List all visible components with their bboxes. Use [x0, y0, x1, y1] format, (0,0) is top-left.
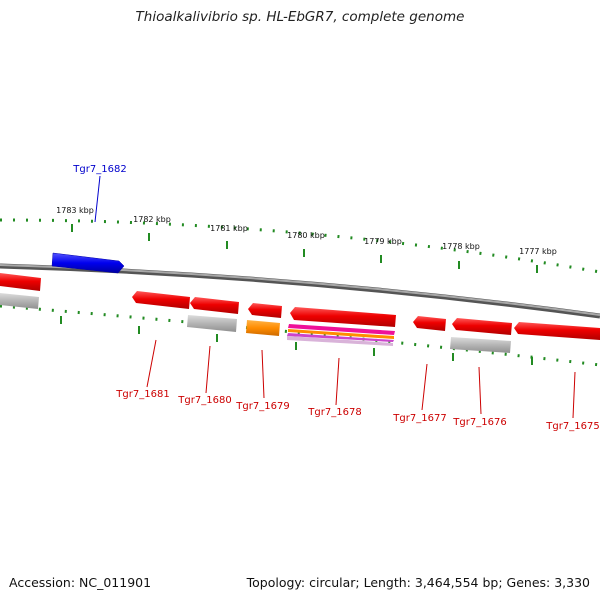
feature-band-pink: [288, 324, 395, 335]
kbp-label: 1783 kbp: [56, 206, 94, 215]
orange-feature-1679: [246, 320, 280, 336]
gene-label-leader: [261, 349, 265, 399]
pseudo-feature-1676: [450, 337, 511, 353]
gene-label-leader: [572, 371, 576, 419]
kbp-label: 1778 kbp: [442, 242, 480, 251]
gene-label-tgr7-1677: Tgr7_1677: [392, 413, 446, 424]
feature-band-orange: [288, 329, 394, 339]
gene-tgr7-1680[interactable]: [190, 297, 239, 314]
gene-label-leader: [146, 339, 157, 388]
gene-label-leader: [205, 345, 211, 394]
feature-band-violet: [287, 333, 394, 342]
pseudo-feature-1680: [187, 315, 237, 332]
gene-label-leader: [421, 363, 428, 411]
pseudo-feature-left: [0, 293, 39, 309]
gene-label-tgr7-1678: Tgr7_1678: [307, 407, 361, 418]
gene-partial-left[interactable]: [0, 273, 41, 291]
gene-tgr7-1678[interactable]: [290, 307, 396, 327]
genome-summary: Topology: circular; Length: 3,464,554 bp…: [246, 575, 590, 590]
gene-label-tgr7-1679: Tgr7_1679: [235, 401, 289, 412]
gene-label-leader: [94, 175, 101, 223]
kbp-label: 1779 kbp: [364, 237, 402, 246]
gene-tgr7-1682[interactable]: [51, 252, 125, 274]
gene-label-tgr7-1675: Tgr7_1675: [545, 421, 599, 432]
gene-tgr7-1675[interactable]: [514, 322, 600, 340]
kbp-label: 1782 kbp: [133, 215, 171, 224]
gene-label-leader: [478, 366, 482, 415]
kbp-label: 1781 kbp: [210, 224, 248, 233]
gene-tgr7-1679[interactable]: [248, 303, 282, 318]
inner-tick-track: [0, 304, 600, 367]
gene-label-leader: [335, 357, 340, 406]
gene-tgr7-1677[interactable]: [413, 316, 446, 331]
kbp-label: 1777 kbp: [519, 247, 557, 256]
kbp-label: 1780 kbp: [287, 231, 325, 240]
gene-label-tgr7-1682: Tgr7_1682: [72, 164, 126, 175]
gene-tgr7-1681[interactable]: [132, 291, 190, 309]
gene-label-tgr7-1681: Tgr7_1681: [115, 389, 169, 400]
gene-tgr7-1676[interactable]: [452, 318, 512, 335]
genome-title: Thioalkalivibrio sp. HL-EbGR7, complete …: [135, 9, 465, 25]
gene-label-tgr7-1676: Tgr7_1676: [452, 417, 506, 428]
outer-tick-track: [0, 218, 600, 274]
feature-band-light: [287, 336, 393, 346]
gene-label-tgr7-1680: Tgr7_1680: [177, 395, 231, 406]
accession-label: Accession: NC_011901: [9, 575, 152, 590]
